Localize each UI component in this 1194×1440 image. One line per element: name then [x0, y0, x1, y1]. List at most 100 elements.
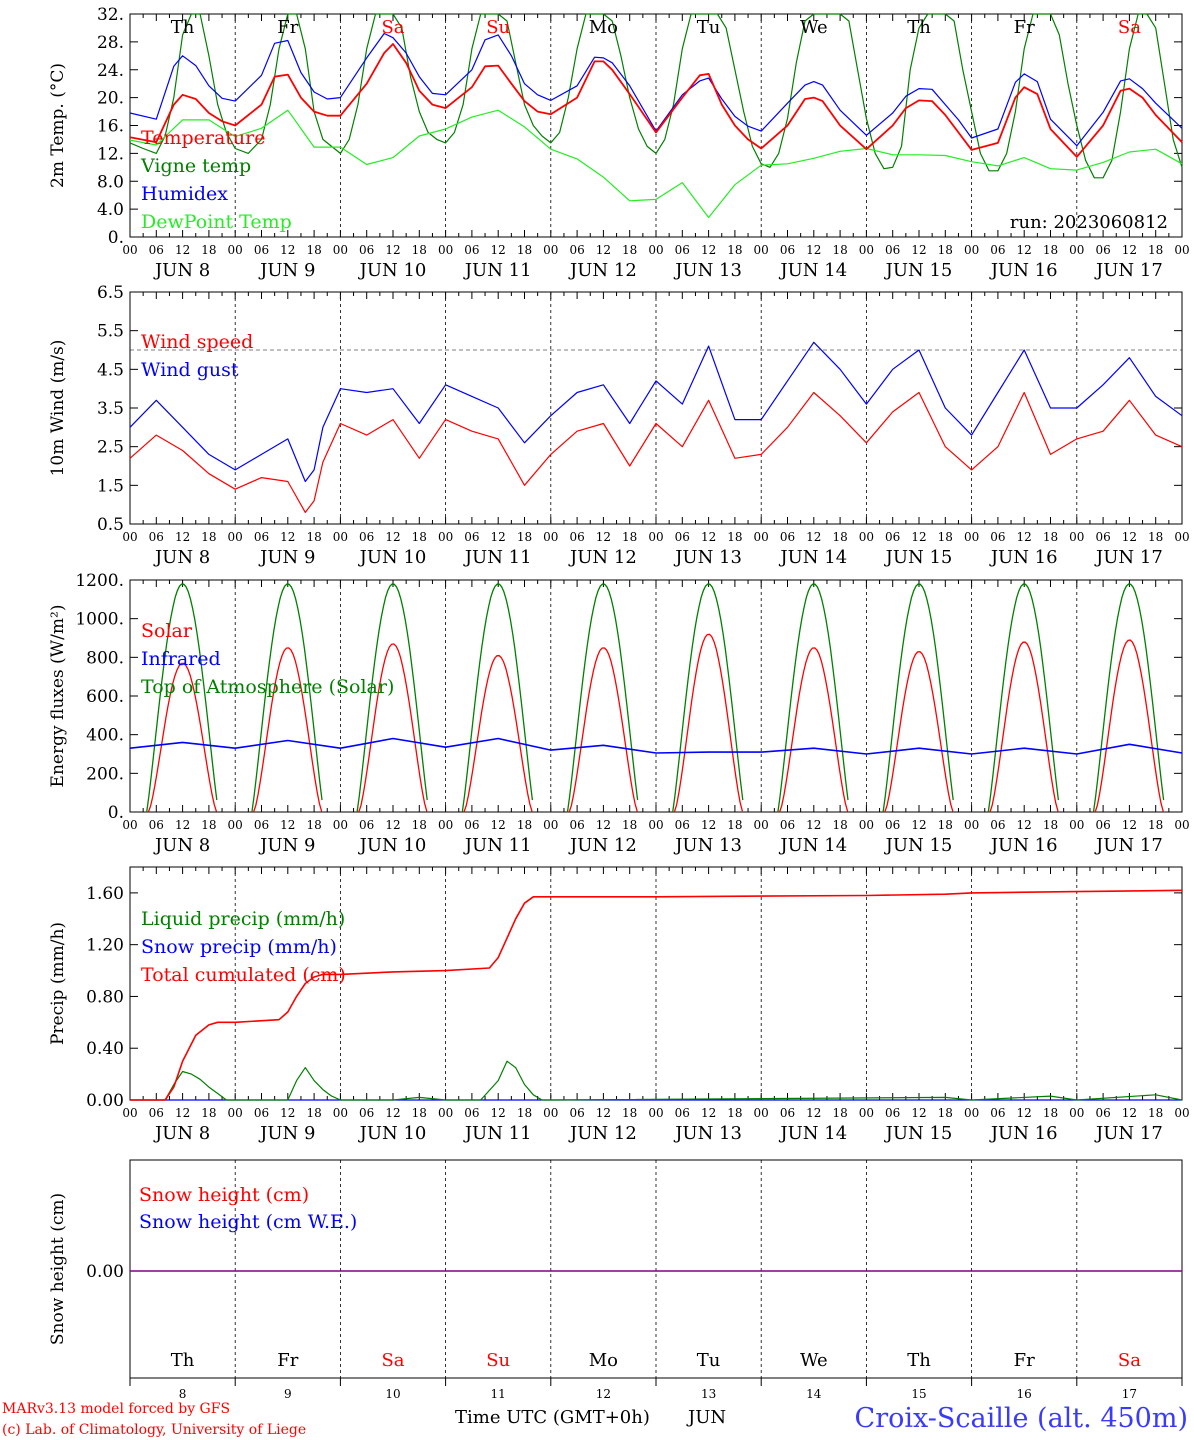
hour-tick-label: 00 [438, 818, 453, 832]
hour-tick-label: 06 [675, 243, 690, 257]
y-tick-label: 5.5 [97, 322, 124, 342]
day-name-label: Th [171, 1350, 195, 1371]
series-line-top-of-atmosphere [251, 583, 323, 813]
date-label: JUN 10 [358, 1123, 427, 1144]
series-line-top-of-atmosphere [1092, 583, 1165, 813]
hour-tick-label: 18 [727, 530, 742, 544]
hour-tick-label: 12 [280, 818, 295, 832]
hour-tick-label: 12 [701, 243, 716, 257]
date-label: JUN 12 [568, 547, 637, 568]
hour-tick-label: 00 [1069, 818, 1084, 832]
hour-tick-label: 06 [1095, 243, 1110, 257]
hour-tick-label: 12 [1122, 243, 1137, 257]
hour-tick-label: 00 [648, 818, 663, 832]
y-tick-label: 0. [108, 803, 124, 823]
date-label: JUN 15 [884, 547, 953, 568]
date-label: JUN 15 [884, 835, 953, 856]
hour-tick-label: 12 [1017, 1106, 1032, 1120]
date-label: JUN 13 [673, 260, 742, 281]
day-name-label: Fr [1014, 1350, 1035, 1371]
hour-tick-label: 00 [648, 530, 663, 544]
time-axis-month: JUN [686, 1407, 726, 1428]
date-label: JUN 15 [884, 260, 953, 281]
hour-tick-label: 12 [1017, 530, 1032, 544]
hour-tick-label: 18 [622, 818, 637, 832]
y-axis-label: Energy fluxes (W/m²) [48, 605, 68, 788]
day-number-label: 12 [596, 1387, 611, 1401]
date-label: JUN 16 [989, 1123, 1058, 1144]
series-line-solar [463, 654, 533, 813]
hour-tick-label: 06 [780, 530, 795, 544]
series-line-top-of-atmosphere [777, 583, 849, 813]
hour-tick-label: 00 [543, 818, 558, 832]
hour-tick-label: 18 [306, 1106, 321, 1120]
legend-entry: Solar [141, 620, 193, 642]
hour-tick-label: 12 [596, 530, 611, 544]
series-line-solar [358, 643, 428, 813]
series-line-solar [252, 647, 323, 813]
hour-tick-label: 18 [1148, 1106, 1163, 1120]
series-line-top-of-atmosphere [672, 583, 744, 813]
series-line-vigne-temp [129, 13, 1183, 179]
hour-tick-label: 12 [385, 1106, 400, 1120]
legend-entry: Wind speed [141, 331, 253, 353]
date-label: JUN 8 [153, 260, 210, 281]
hour-tick-label: 12 [175, 818, 190, 832]
hour-tick-label: 12 [806, 1106, 821, 1120]
hour-tick-label: 00 [228, 530, 243, 544]
day-name-label: Sa [381, 1350, 404, 1371]
date-label: JUN 16 [989, 547, 1058, 568]
hour-tick-label: 12 [280, 243, 295, 257]
hour-tick-label: 00 [648, 1106, 663, 1120]
hour-tick-label: 06 [569, 243, 584, 257]
hour-tick-label: 00 [122, 530, 137, 544]
hour-tick-label: 18 [727, 818, 742, 832]
y-tick-label: 0.80 [86, 987, 124, 1007]
hour-tick-label: 06 [149, 530, 164, 544]
temperature-panel: 00 06 12 18 00 06 12 18 00 06 12 18 00 06 12 18 00 06 12 18… [48, 5, 1190, 281]
y-tick-label: 1.60 [86, 884, 124, 904]
hour-tick-label: 00 [1174, 1106, 1189, 1120]
hour-tick-label: 18 [201, 1106, 216, 1120]
hour-tick-label: 18 [306, 530, 321, 544]
date-label: JUN 11 [463, 547, 532, 568]
hour-tick-label: 12 [175, 530, 190, 544]
legend-entry: Liquid precip (mm/h) [141, 908, 345, 930]
date-label: JUN 17 [1094, 547, 1163, 568]
date-label: JUN 16 [989, 835, 1058, 856]
date-label: JUN 17 [1094, 1123, 1163, 1144]
hour-tick-label: 00 [122, 1106, 137, 1120]
date-label: JUN 14 [778, 835, 847, 856]
y-tick-label: 1000. [75, 610, 124, 630]
hour-tick-label: 12 [491, 530, 506, 544]
hour-tick-label: 06 [464, 530, 479, 544]
hour-tick-label: 12 [596, 818, 611, 832]
date-label: JUN 12 [568, 835, 637, 856]
date-label: JUN 12 [568, 260, 637, 281]
hour-tick-label: 00 [438, 530, 453, 544]
hour-tick-label: 18 [1148, 530, 1163, 544]
day-number-label: 16 [1017, 1387, 1032, 1401]
hour-tick-label: 18 [201, 818, 216, 832]
hour-tick-label: 18 [727, 243, 742, 257]
day-name-label: Tu [697, 17, 721, 38]
hour-tick-label: 06 [1095, 530, 1110, 544]
y-tick-label: 24. [97, 61, 124, 81]
hour-tick-label: 00 [228, 243, 243, 257]
hour-tick-label: 00 [228, 818, 243, 832]
hour-tick-label: 06 [464, 818, 479, 832]
hour-tick-label: 12 [385, 243, 400, 257]
date-label: JUN 14 [778, 547, 847, 568]
hour-tick-label: 18 [306, 243, 321, 257]
y-tick-label: 0.40 [86, 1039, 124, 1059]
precip-panel: 00 06 12 18 00 06 12 18 00 06 12 18 00 06 12 18 00 06 12 18… [48, 866, 1190, 1144]
lab-credit: (c) Lab. of Climatology, University of L… [2, 1422, 306, 1438]
series-line-top-of-atmosphere [146, 583, 218, 813]
y-tick-label: 0.5 [97, 515, 124, 535]
hour-tick-label: 06 [569, 530, 584, 544]
day-number-label: 10 [385, 1387, 400, 1401]
day-name-label: Fr [1014, 17, 1035, 38]
hour-tick-label: 00 [543, 530, 558, 544]
hour-tick-label: 18 [832, 243, 847, 257]
day-name-label: Sa [1118, 17, 1141, 38]
